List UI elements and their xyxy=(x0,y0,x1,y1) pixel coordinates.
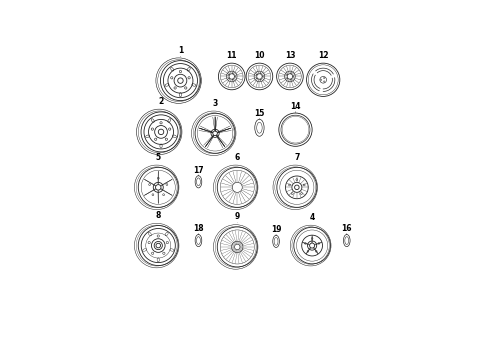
Text: 4: 4 xyxy=(310,213,315,222)
Text: 11: 11 xyxy=(226,51,237,60)
Text: 1: 1 xyxy=(178,46,183,55)
Text: 7: 7 xyxy=(294,153,299,162)
Text: 3: 3 xyxy=(213,99,218,108)
Text: 17: 17 xyxy=(193,166,204,175)
Text: 14: 14 xyxy=(290,102,301,111)
Text: 6: 6 xyxy=(235,153,240,162)
Text: 10: 10 xyxy=(254,51,265,60)
Text: 2: 2 xyxy=(158,98,164,107)
Text: 9: 9 xyxy=(235,212,240,221)
Text: 8: 8 xyxy=(156,211,161,220)
Text: 18: 18 xyxy=(193,224,204,233)
Text: 19: 19 xyxy=(271,225,281,234)
Text: 16: 16 xyxy=(342,224,352,233)
Text: 13: 13 xyxy=(285,51,295,60)
Text: 5: 5 xyxy=(156,153,161,162)
Text: 12: 12 xyxy=(318,51,328,60)
Text: 15: 15 xyxy=(254,109,265,118)
